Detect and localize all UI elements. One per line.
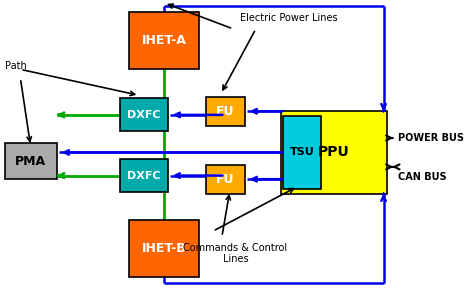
Text: Path: Path	[5, 62, 26, 71]
Text: FU: FU	[216, 173, 235, 186]
Text: PPU: PPU	[318, 145, 350, 160]
FancyBboxPatch shape	[206, 165, 245, 194]
FancyBboxPatch shape	[283, 116, 321, 189]
Text: POWER BUS: POWER BUS	[398, 133, 464, 143]
FancyBboxPatch shape	[281, 111, 387, 194]
Text: Electric Power Lines: Electric Power Lines	[240, 13, 337, 23]
Text: IHET-A: IHET-A	[142, 34, 187, 47]
FancyBboxPatch shape	[129, 220, 199, 277]
FancyBboxPatch shape	[206, 97, 245, 126]
Text: TSU: TSU	[290, 147, 315, 158]
FancyBboxPatch shape	[129, 12, 199, 69]
FancyBboxPatch shape	[120, 98, 167, 131]
FancyBboxPatch shape	[5, 143, 56, 179]
Text: FU: FU	[216, 105, 235, 118]
Text: DXFC: DXFC	[127, 110, 161, 120]
Text: IHET-B: IHET-B	[142, 242, 187, 255]
FancyBboxPatch shape	[120, 159, 167, 192]
Text: Commands & Control
Lines: Commands & Control Lines	[183, 243, 288, 264]
Text: DXFC: DXFC	[127, 171, 161, 181]
Text: PMA: PMA	[15, 155, 46, 168]
Text: CAN BUS: CAN BUS	[398, 172, 446, 182]
